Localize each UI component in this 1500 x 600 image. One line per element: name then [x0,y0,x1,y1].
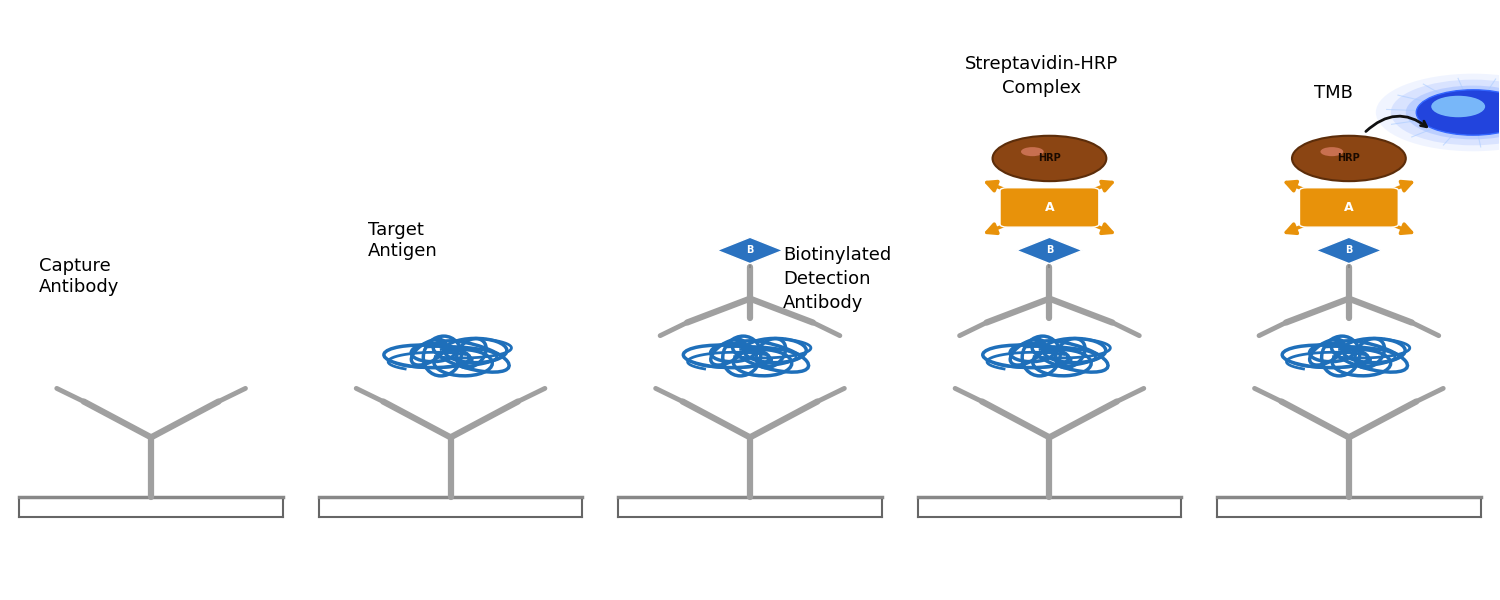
Circle shape [1431,96,1485,117]
Text: Biotinylated
Detection
Antibody: Biotinylated Detection Antibody [783,247,891,311]
Text: HRP: HRP [1038,154,1060,163]
Circle shape [1292,136,1406,181]
Text: Capture
Antibody: Capture Antibody [39,257,119,296]
Text: B: B [747,245,753,256]
Text: Streptavidin-HRP
Complex: Streptavidin-HRP Complex [966,55,1119,97]
Polygon shape [717,237,783,263]
Circle shape [1022,147,1044,156]
Circle shape [993,136,1107,181]
FancyBboxPatch shape [1000,188,1100,227]
Text: TMB: TMB [1314,84,1353,102]
Circle shape [1390,80,1500,145]
Text: Target
Antigen: Target Antigen [368,221,438,260]
Text: A: A [1344,201,1353,214]
Circle shape [1320,147,1342,156]
Text: B: B [1346,245,1353,256]
Polygon shape [1316,237,1382,263]
Circle shape [1406,86,1500,139]
Polygon shape [1017,237,1083,263]
FancyBboxPatch shape [1299,188,1398,227]
Text: HRP: HRP [1338,154,1360,163]
Text: A: A [1044,201,1054,214]
Circle shape [1376,74,1500,151]
Circle shape [1416,90,1500,135]
Text: B: B [1046,245,1053,256]
